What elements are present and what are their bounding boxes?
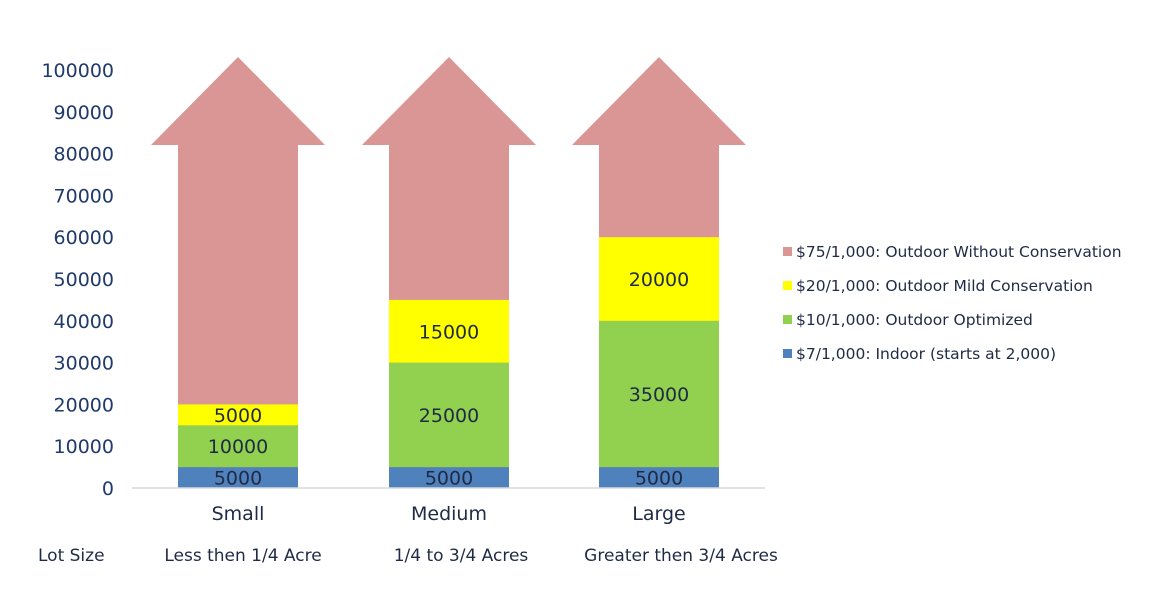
y-tick-label: 80000 bbox=[54, 144, 114, 166]
bar-segment bbox=[599, 467, 719, 488]
data-label: 5000 bbox=[214, 405, 262, 427]
x-tick-label: Medium bbox=[411, 503, 487, 525]
y-tick-label: 100000 bbox=[41, 60, 114, 82]
y-tick-label: 70000 bbox=[54, 185, 114, 207]
bar-segment bbox=[178, 425, 298, 468]
bar-segment bbox=[389, 299, 509, 363]
legend-label: $20/1,000: Outdoor Mild Conservation bbox=[796, 277, 1093, 295]
bar-segment bbox=[599, 320, 719, 468]
data-label: 15000 bbox=[419, 321, 479, 343]
bar-layer bbox=[178, 237, 719, 488]
x-tick-label: Large bbox=[632, 503, 685, 525]
data-label: 5000 bbox=[425, 468, 473, 490]
data-label: 5000 bbox=[214, 468, 262, 490]
bar-segment bbox=[599, 237, 719, 321]
legend-label: $75/1,000: Outdoor Without Conservation bbox=[796, 243, 1122, 261]
bar-segment bbox=[389, 362, 509, 468]
data-label: 20000 bbox=[629, 269, 689, 291]
lot-size-header: Lot Size bbox=[38, 546, 105, 566]
legend-label: $10/1,000: Outdoor Optimized bbox=[796, 311, 1033, 329]
bar-segment bbox=[389, 467, 509, 488]
y-tick-label: 20000 bbox=[54, 394, 114, 416]
legend-swatch bbox=[783, 247, 792, 256]
data-label: 25000 bbox=[419, 405, 479, 427]
lot-size-description: Less then 1/4 Acre bbox=[164, 546, 321, 566]
y-tick-label: 40000 bbox=[54, 311, 114, 333]
lot-size-description: Greater then 3/4 Acres bbox=[584, 546, 778, 566]
y-tick-label: 50000 bbox=[54, 269, 114, 291]
bar-segment bbox=[178, 467, 298, 488]
data-label-layer: 5000 10000 5000 5000 25000 15000 5000 35000 2000… bbox=[208, 269, 689, 490]
legend-swatch bbox=[783, 281, 792, 290]
y-tick-label: 30000 bbox=[54, 353, 114, 375]
arrow-outdoor-without-conservation bbox=[151, 57, 325, 488]
y-tick-label: 10000 bbox=[54, 436, 114, 458]
data-label: 35000 bbox=[629, 384, 689, 406]
data-label: 5000 bbox=[635, 468, 683, 490]
legend-swatch bbox=[783, 315, 792, 324]
legend: $75/1,000: Outdoor Without Conservation $… bbox=[783, 243, 1122, 363]
lot-size-description: 1/4 to 3/4 Acres bbox=[394, 546, 529, 566]
y-axis: 0 10000 20000 30000 40000 50000 60000 70000 8000… bbox=[41, 60, 114, 500]
category-label-layer: Small Medium Large bbox=[212, 503, 686, 525]
y-tick-label: 90000 bbox=[54, 102, 114, 124]
bar-segment bbox=[178, 404, 298, 426]
data-label: 10000 bbox=[208, 436, 268, 458]
y-tick-label: 60000 bbox=[54, 227, 114, 249]
legend-label: $7/1,000: Indoor (starts at 2,000) bbox=[796, 345, 1056, 363]
lot-size-row: Lot Size Less then 1/4 Acre 1/4 to 3/4 Ac… bbox=[38, 546, 778, 566]
y-tick-label: 0 bbox=[102, 478, 114, 500]
x-tick-label: Small bbox=[212, 503, 265, 525]
legend-swatch bbox=[783, 349, 792, 358]
